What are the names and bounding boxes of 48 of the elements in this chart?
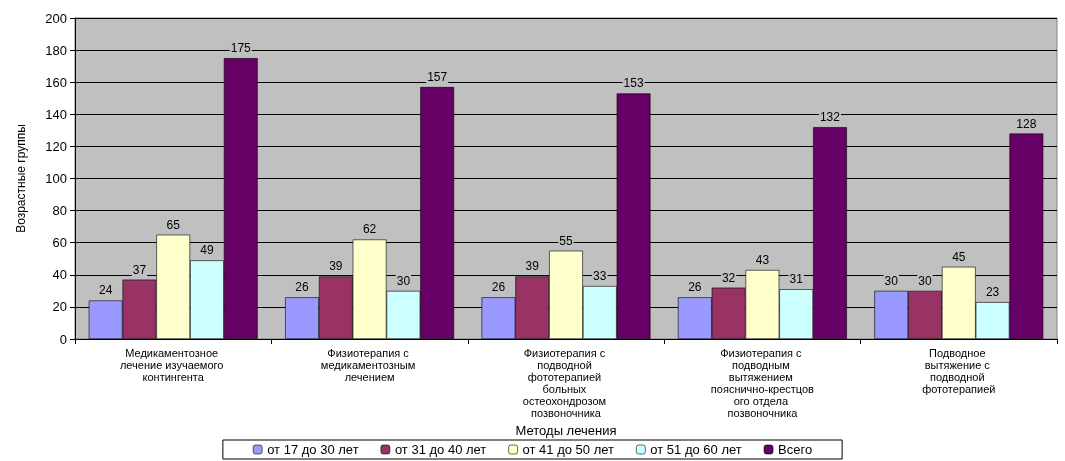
data-label: 65 [166, 217, 181, 232]
y-tick-label: 180 [45, 42, 67, 58]
legend-label: Всего [778, 442, 813, 457]
y-tick-label: 80 [52, 203, 67, 219]
data-label: 39 [525, 259, 540, 274]
data-label: 128 [1016, 116, 1037, 131]
data-label: 55 [559, 233, 573, 248]
data-label: 39 [329, 259, 343, 274]
y-tick-label: 200 [45, 10, 67, 26]
legend-label: от 51 до 60 лет [650, 442, 742, 457]
data-label: 31 [789, 272, 804, 287]
data-label: 43 [755, 252, 770, 267]
data-label: 175 [230, 41, 252, 56]
y-tick-label: 20 [52, 299, 67, 315]
data-label: 62 [362, 222, 377, 237]
y-axis-title: Возрастные группы [14, 124, 28, 233]
data-label: 37 [132, 262, 147, 277]
x-tick-label: Физиотерапия с подводным вытяжением пояснично-крестцового отдела позвоночника [710, 347, 815, 419]
y-tick-label: 40 [52, 267, 67, 283]
legend-label: от 41 до 50 лет [522, 442, 615, 457]
legend-label: от 31 до 40 лет [394, 442, 487, 457]
data-label: 30 [918, 273, 933, 288]
x-tick-label: Подводное вытяжение с подводной фототерапией [922, 347, 996, 395]
x-tick-label: Медикаментозное лечение изучаемого контингента [119, 347, 227, 383]
y-tick-label: 120 [45, 138, 67, 154]
y-tick-label: 60 [52, 235, 67, 251]
y-tick-label: 160 [45, 74, 67, 90]
data-label: 153 [623, 76, 644, 91]
data-label: 33 [593, 269, 607, 284]
data-label: 30 [396, 273, 411, 288]
x-axis-title: Методы лечения [515, 422, 617, 438]
data-label: 26 [688, 280, 702, 295]
y-tick-label: 100 [45, 171, 67, 186]
data-label: 23 [985, 285, 1000, 300]
data-label: 24 [98, 283, 113, 298]
x-tick-label: Физиотерапия с медикаментозным лечением [320, 347, 419, 383]
data-label: 49 [200, 243, 214, 258]
y-tick-label: 0 [59, 331, 67, 347]
y-tick-label: 140 [45, 106, 67, 122]
data-label: 32 [721, 270, 736, 285]
data-label: 132 [819, 110, 841, 125]
data-label: 45 [952, 249, 966, 264]
data-label: 26 [295, 280, 310, 295]
legend-label: от 17 до 30 лет [267, 442, 359, 457]
data-label: 30 [884, 273, 899, 288]
data-label: 157 [427, 70, 448, 85]
x-tick-label: Физиотерапия с подводной фототерапией больных остеохондрозом позвоночника [522, 347, 610, 419]
data-label: 26 [491, 280, 506, 295]
